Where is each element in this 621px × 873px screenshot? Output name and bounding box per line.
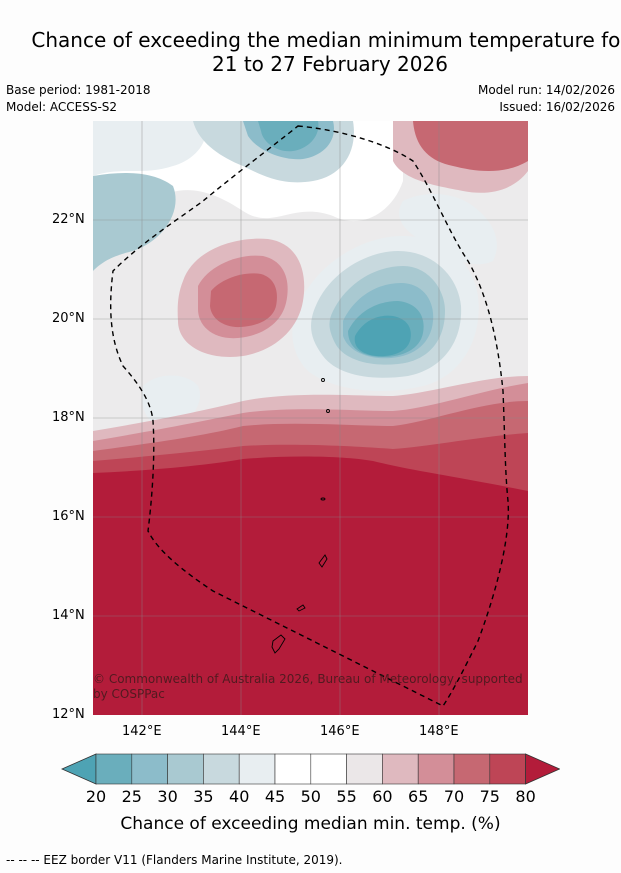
- meta-left: Base period: 1981-2018 Model: ACCESS-S2: [6, 82, 151, 116]
- meta-right: Model run: 14/02/2026 Issued: 16/02/2026: [478, 82, 615, 116]
- colorbar-label: Chance of exceeding median min. temp. (%…: [120, 814, 501, 834]
- contour-east-light: [399, 194, 497, 265]
- colorbar-cell: [310, 753, 347, 785]
- colorbar-cell: [417, 753, 455, 785]
- colorbar-cell: [382, 753, 419, 785]
- title-line-2: 21 to 27 February 2026: [212, 52, 448, 76]
- contour-sw-light: [142, 375, 201, 427]
- colorbar-tick-label: 55: [336, 787, 357, 806]
- model-name: Model: ACCESS-S2: [6, 100, 118, 114]
- title-line-1: Chance of exceeding the median minimum t…: [31, 28, 621, 52]
- colorbar-tick-label: 60: [372, 787, 393, 806]
- map-area: [93, 121, 528, 715]
- colorbar-extend-high: [525, 753, 560, 785]
- colorbar-cell: [238, 753, 276, 785]
- contour-ne-red: [413, 121, 528, 171]
- islands: [271, 378, 330, 654]
- colorbar-cell: [489, 753, 526, 785]
- lat-label-20: 20°N: [52, 311, 85, 326]
- lon-label-148: 148°E: [419, 724, 459, 739]
- colorbar-tick-label: 25: [121, 787, 142, 806]
- colorbar-tick-label: 30: [157, 787, 178, 806]
- band-red-5: [93, 456, 528, 715]
- colorbar-cell: [274, 753, 312, 785]
- island-guam: [271, 634, 286, 654]
- contour-central-blue-6: [354, 315, 411, 357]
- contour-north-blue-dark: [258, 121, 319, 152]
- lat-label-22: 22°N: [52, 212, 85, 227]
- eez-border: [109, 125, 510, 707]
- issued-date: Issued: 16/02/2026: [499, 100, 615, 114]
- colorbar-cell: [346, 753, 383, 785]
- colorbar-cell: [453, 753, 491, 785]
- colorbar-cells: [61, 753, 560, 785]
- lat-label-18: 18°N: [52, 410, 85, 425]
- colorbar-ticks: 20 25 30 35 40 45 50 55 60 65 70 75 80: [0, 787, 621, 809]
- lat-label-16: 16°N: [52, 509, 85, 524]
- colorbar-extend-low: [61, 753, 97, 785]
- contour-nw-light: [93, 121, 206, 176]
- colorbar-cell: [95, 753, 133, 785]
- lon-label-146: 146°E: [320, 724, 360, 739]
- colorbar-tick-label: 35: [193, 787, 214, 806]
- lat-label-12: 12°N: [52, 707, 85, 722]
- colorbar-tick-label: 20: [85, 787, 107, 806]
- colorbar-cell: [203, 753, 240, 785]
- map-title: Chance of exceeding the median minimum t…: [0, 28, 621, 76]
- island-rota: [296, 604, 306, 612]
- base-period: Base period: 1981-2018: [6, 83, 151, 97]
- model-run: Model run: 14/02/2026: [477, 83, 615, 97]
- copyright-note: © Commonwealth of Australia 2026, Bureau…: [93, 672, 523, 701]
- graticule: [93, 121, 528, 715]
- map-svg: [93, 121, 528, 715]
- island-saipan: [318, 554, 328, 568]
- lat-label-14: 14°N: [52, 608, 85, 623]
- colorbar-tick-label: 45: [264, 787, 286, 806]
- colorbar-tick-label: 75: [479, 787, 500, 806]
- colorbar-tick-label: 70: [443, 787, 465, 806]
- colorbar-tick-label: 40: [229, 787, 250, 806]
- lon-label-142: 142°E: [122, 724, 162, 739]
- lon-label-144: 144°E: [221, 724, 261, 739]
- eez-legend: -- -- -- EEZ border V11 (Flanders Marine…: [6, 853, 343, 867]
- colorbar-cell: [131, 753, 168, 785]
- colorbar-tick-label: 65: [408, 787, 429, 806]
- contour-west-blue: [93, 173, 176, 271]
- colorbar-tick-label: 80: [515, 787, 536, 806]
- colorbar-cell: [167, 753, 204, 785]
- contour-westred-3: [210, 273, 277, 328]
- colorbar: [61, 753, 560, 785]
- colorbar-tick-label: 50: [300, 787, 321, 806]
